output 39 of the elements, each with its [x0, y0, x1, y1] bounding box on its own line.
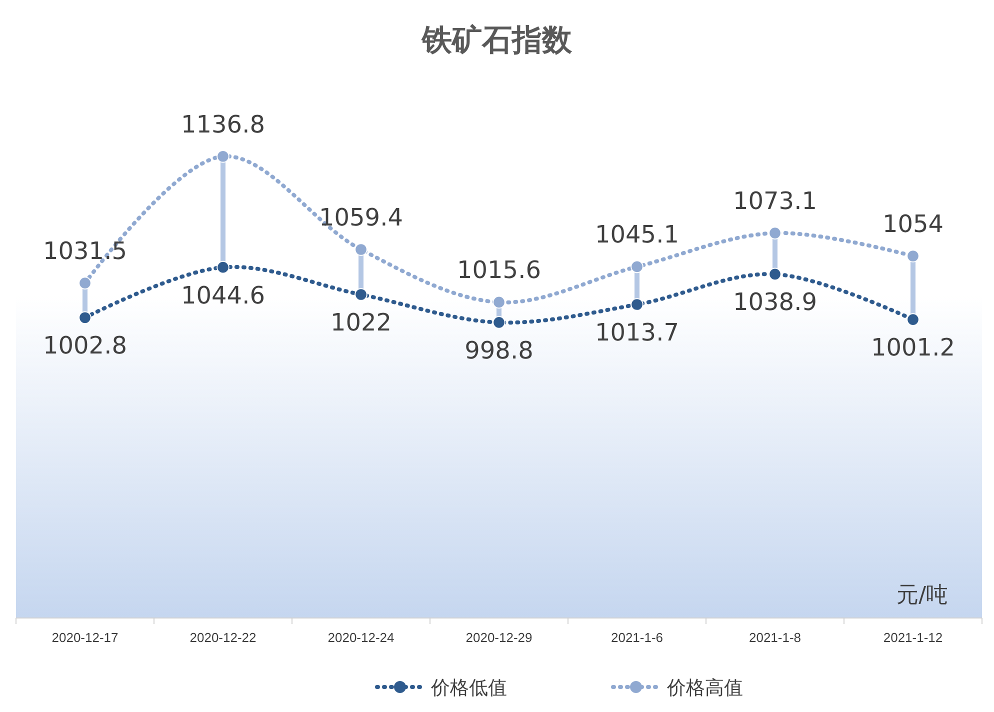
x-tick-label: 2020-12-22: [190, 630, 256, 645]
data-label: 1015.6: [457, 256, 541, 284]
point: [78, 276, 92, 290]
point: [78, 311, 92, 324]
data-label: 1031.5: [43, 237, 127, 266]
x-tick-label: 2021-1-12: [883, 630, 943, 645]
point: [492, 296, 506, 309]
point: [354, 288, 368, 301]
point: [354, 243, 368, 256]
point: [630, 260, 644, 274]
point: [906, 250, 920, 262]
x-tick-label: 2021-1-6: [610, 630, 664, 645]
point: [216, 260, 230, 274]
point: [492, 316, 506, 329]
x-tick-label: 2020-12-29: [466, 630, 532, 645]
data-label: 1073.1: [733, 187, 817, 216]
data-label: 1022: [330, 308, 392, 337]
data-label: 1013.7: [595, 318, 679, 347]
data-label: 1001.2: [871, 334, 955, 362]
data-label: 1136.8: [181, 110, 265, 138]
chart-title: 铁矿石指数: [421, 23, 573, 58]
x-tick-label: 2021-1-8: [748, 630, 802, 645]
point: [630, 298, 644, 311]
x-tick-label: 2020-12-17: [52, 630, 118, 645]
point: [906, 313, 920, 326]
data-label: 1045.1: [595, 220, 679, 249]
data-label: 1054: [882, 210, 944, 238]
data-label: 1038.9: [733, 288, 817, 316]
text: 元/吨: [896, 583, 948, 608]
legend-label: 价格低值: [430, 677, 507, 699]
data-label: 1002.8: [43, 332, 127, 360]
data-label: 1059.4: [319, 204, 403, 232]
data-label: 1044.6: [181, 281, 265, 310]
point: [768, 268, 782, 281]
data-label: 998.8: [464, 336, 534, 364]
legend-label: 价格高值: [666, 677, 743, 699]
x-tick-label: 2020-12-24: [328, 630, 394, 645]
point: [216, 150, 230, 163]
point: [768, 226, 782, 240]
